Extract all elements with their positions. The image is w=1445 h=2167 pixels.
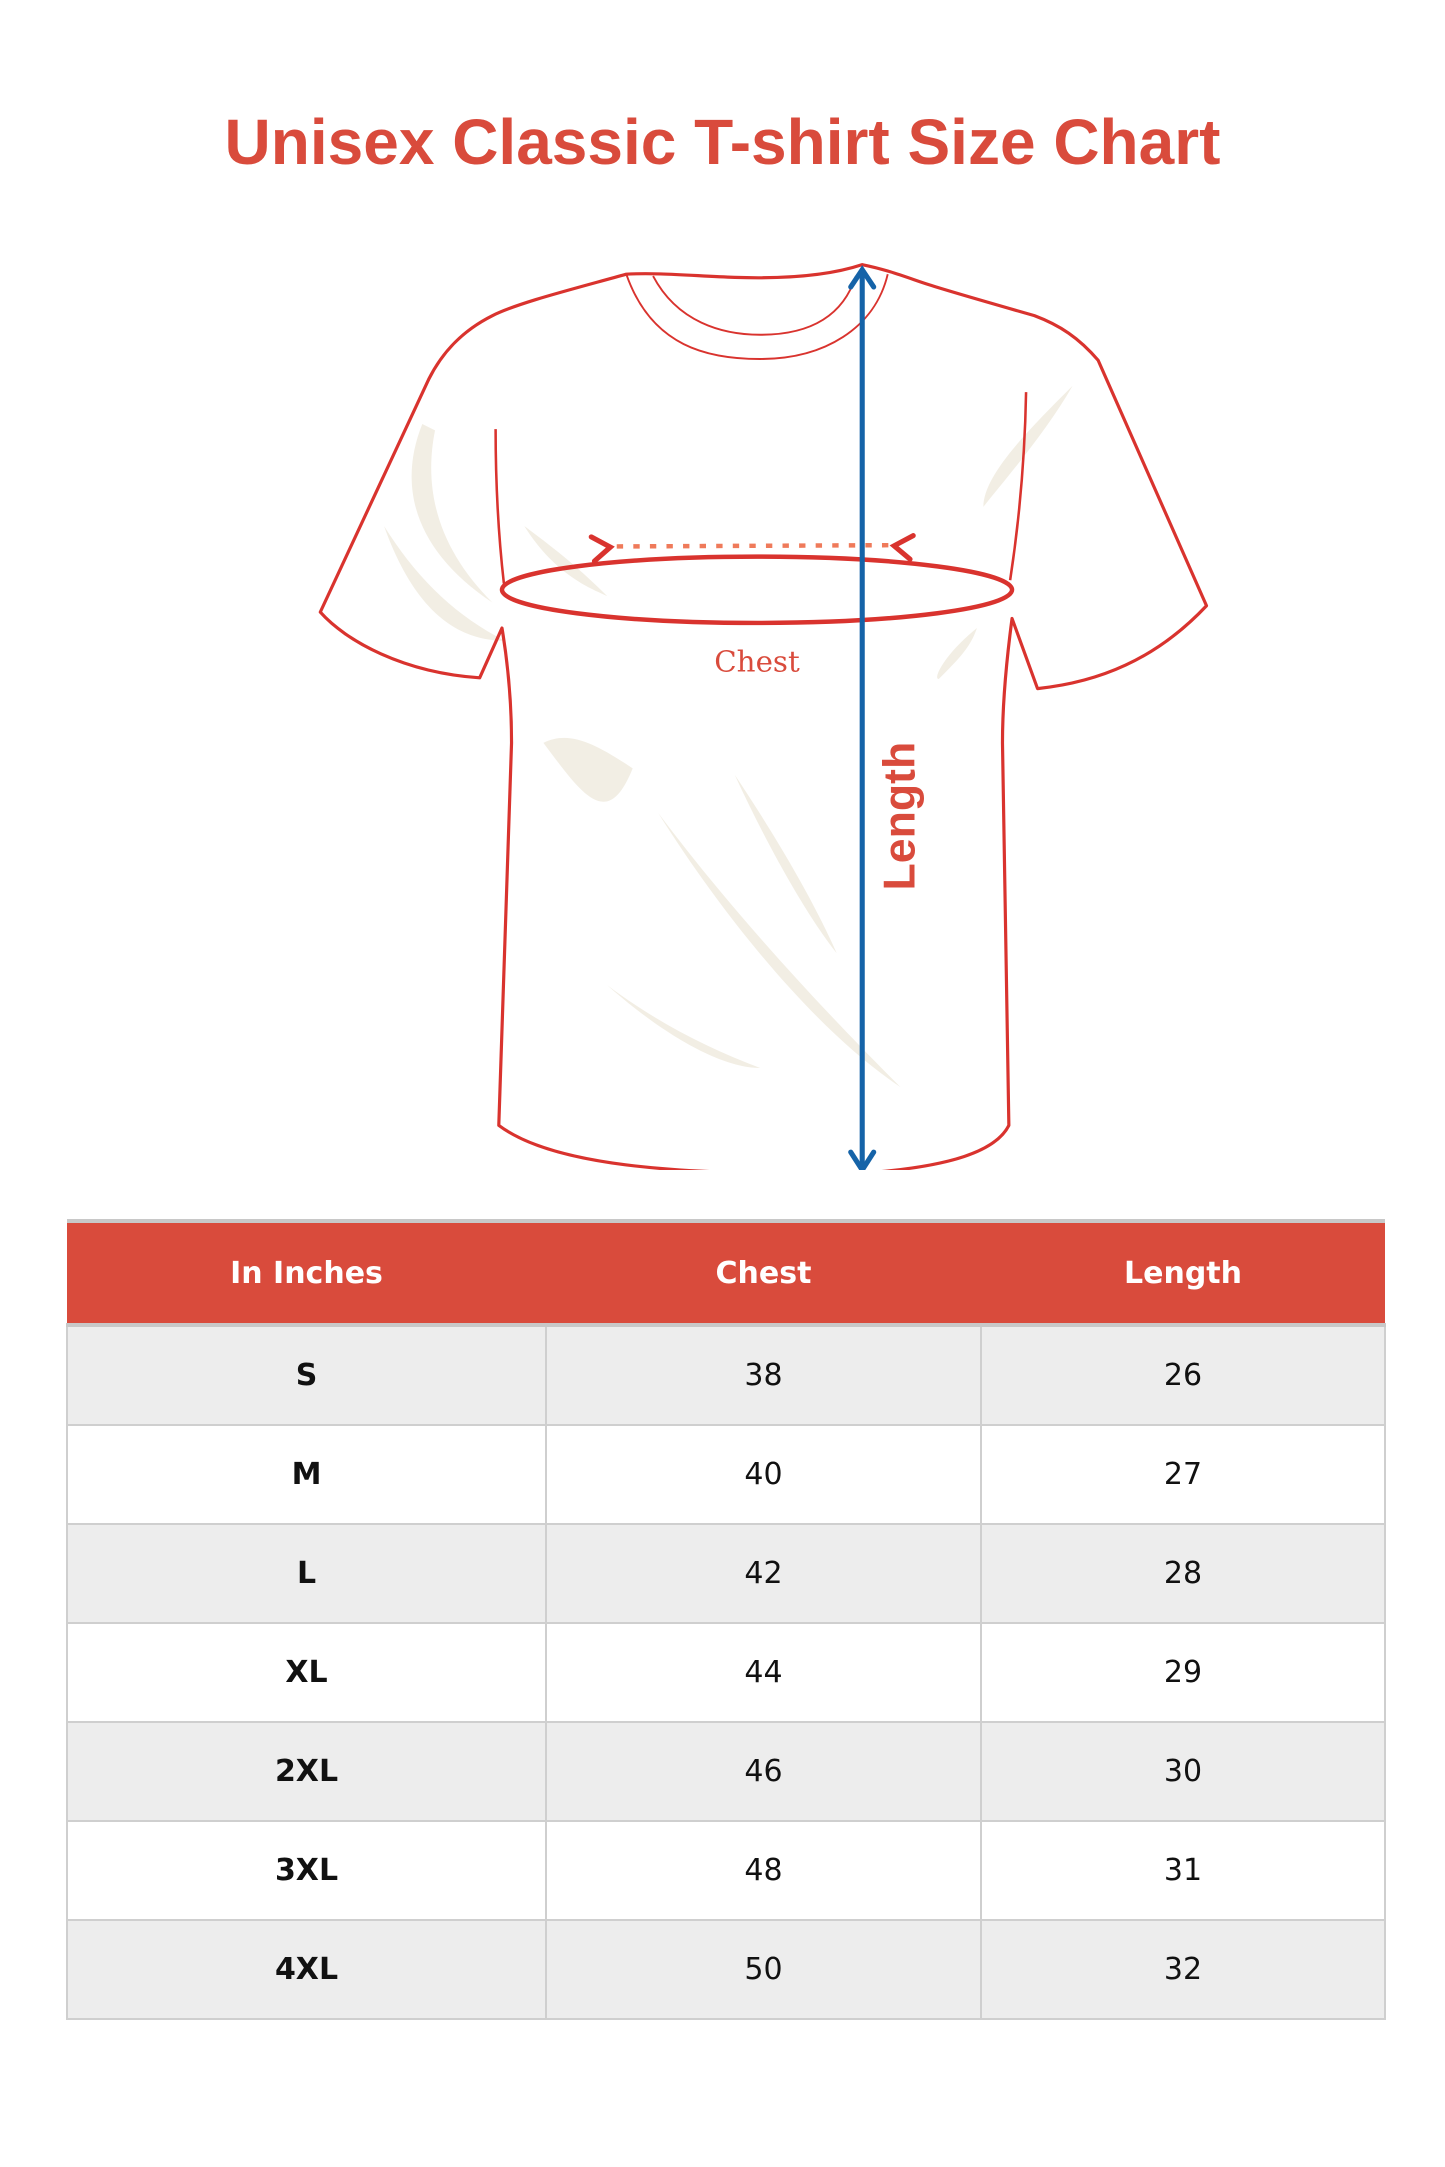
cell-chest: 40: [545, 1424, 982, 1525]
chest-label: Chest: [714, 644, 800, 678]
table-row: 2XL 46 30: [66, 1721, 1386, 1822]
cell-chest: 50: [545, 1919, 982, 2020]
right-side-seam: [1008, 392, 1028, 581]
cell-chest: 44: [545, 1622, 982, 1723]
cell-length: 31: [980, 1820, 1386, 1921]
table-row: 3XL 48 31: [66, 1820, 1386, 1921]
header-in-inches: In Inches: [67, 1219, 546, 1327]
chest-arrow-left-icon: [588, 534, 615, 564]
cell-chest: 48: [545, 1820, 982, 1921]
cell-size: S: [66, 1324, 547, 1426]
cell-chest: 38: [545, 1324, 982, 1426]
header-chest: Chest: [546, 1219, 981, 1327]
chest-arrow-right-icon: [889, 533, 916, 562]
cell-size: L: [66, 1523, 547, 1624]
fold-shading: [384, 385, 1073, 1088]
cell-chest: 42: [545, 1523, 982, 1624]
length-arrow-bottom-icon: [848, 1149, 877, 1170]
cell-length: 32: [980, 1919, 1386, 2020]
page-title: Unisex Classic T-shirt Size Chart: [224, 106, 1221, 178]
table-row: XL 44 29: [66, 1622, 1386, 1723]
table-row: 4XL 50 32: [66, 1919, 1386, 2020]
cell-size: XL: [66, 1622, 547, 1723]
chest-measure-ellipse: [499, 554, 1015, 626]
table-row: S 38 26: [66, 1324, 1386, 1426]
length-arrow-top-icon: [848, 265, 877, 290]
cell-size: 2XL: [66, 1721, 547, 1822]
size-table: In Inches Chest Length S 38 26 M 40 27 L 42 28 XL…: [66, 1219, 1386, 2020]
cell-size: 4XL: [66, 1919, 547, 2020]
cell-length: 30: [980, 1721, 1386, 1822]
chest-dotted-line: [616, 542, 891, 549]
cell-size: M: [66, 1424, 547, 1525]
left-side-seam: [494, 429, 506, 584]
cell-length: 27: [980, 1424, 1386, 1525]
tshirt-outline: [318, 263, 1209, 1170]
length-label: Length: [875, 742, 924, 891]
cell-length: 28: [980, 1523, 1386, 1624]
collar-outer: [625, 273, 889, 360]
header-length: Length: [981, 1219, 1385, 1327]
cell-chest: 46: [545, 1721, 982, 1822]
cell-length: 29: [980, 1622, 1386, 1723]
collar-inner: [652, 275, 857, 336]
cell-length: 26: [980, 1324, 1386, 1426]
tshirt-diagram: Chest Length: [318, 263, 1209, 1170]
table-row: M 40 27: [66, 1424, 1386, 1525]
table-header-row: In Inches Chest Length: [67, 1219, 1385, 1327]
cell-size: 3XL: [66, 1820, 547, 1921]
table-row: L 42 28: [66, 1523, 1386, 1624]
